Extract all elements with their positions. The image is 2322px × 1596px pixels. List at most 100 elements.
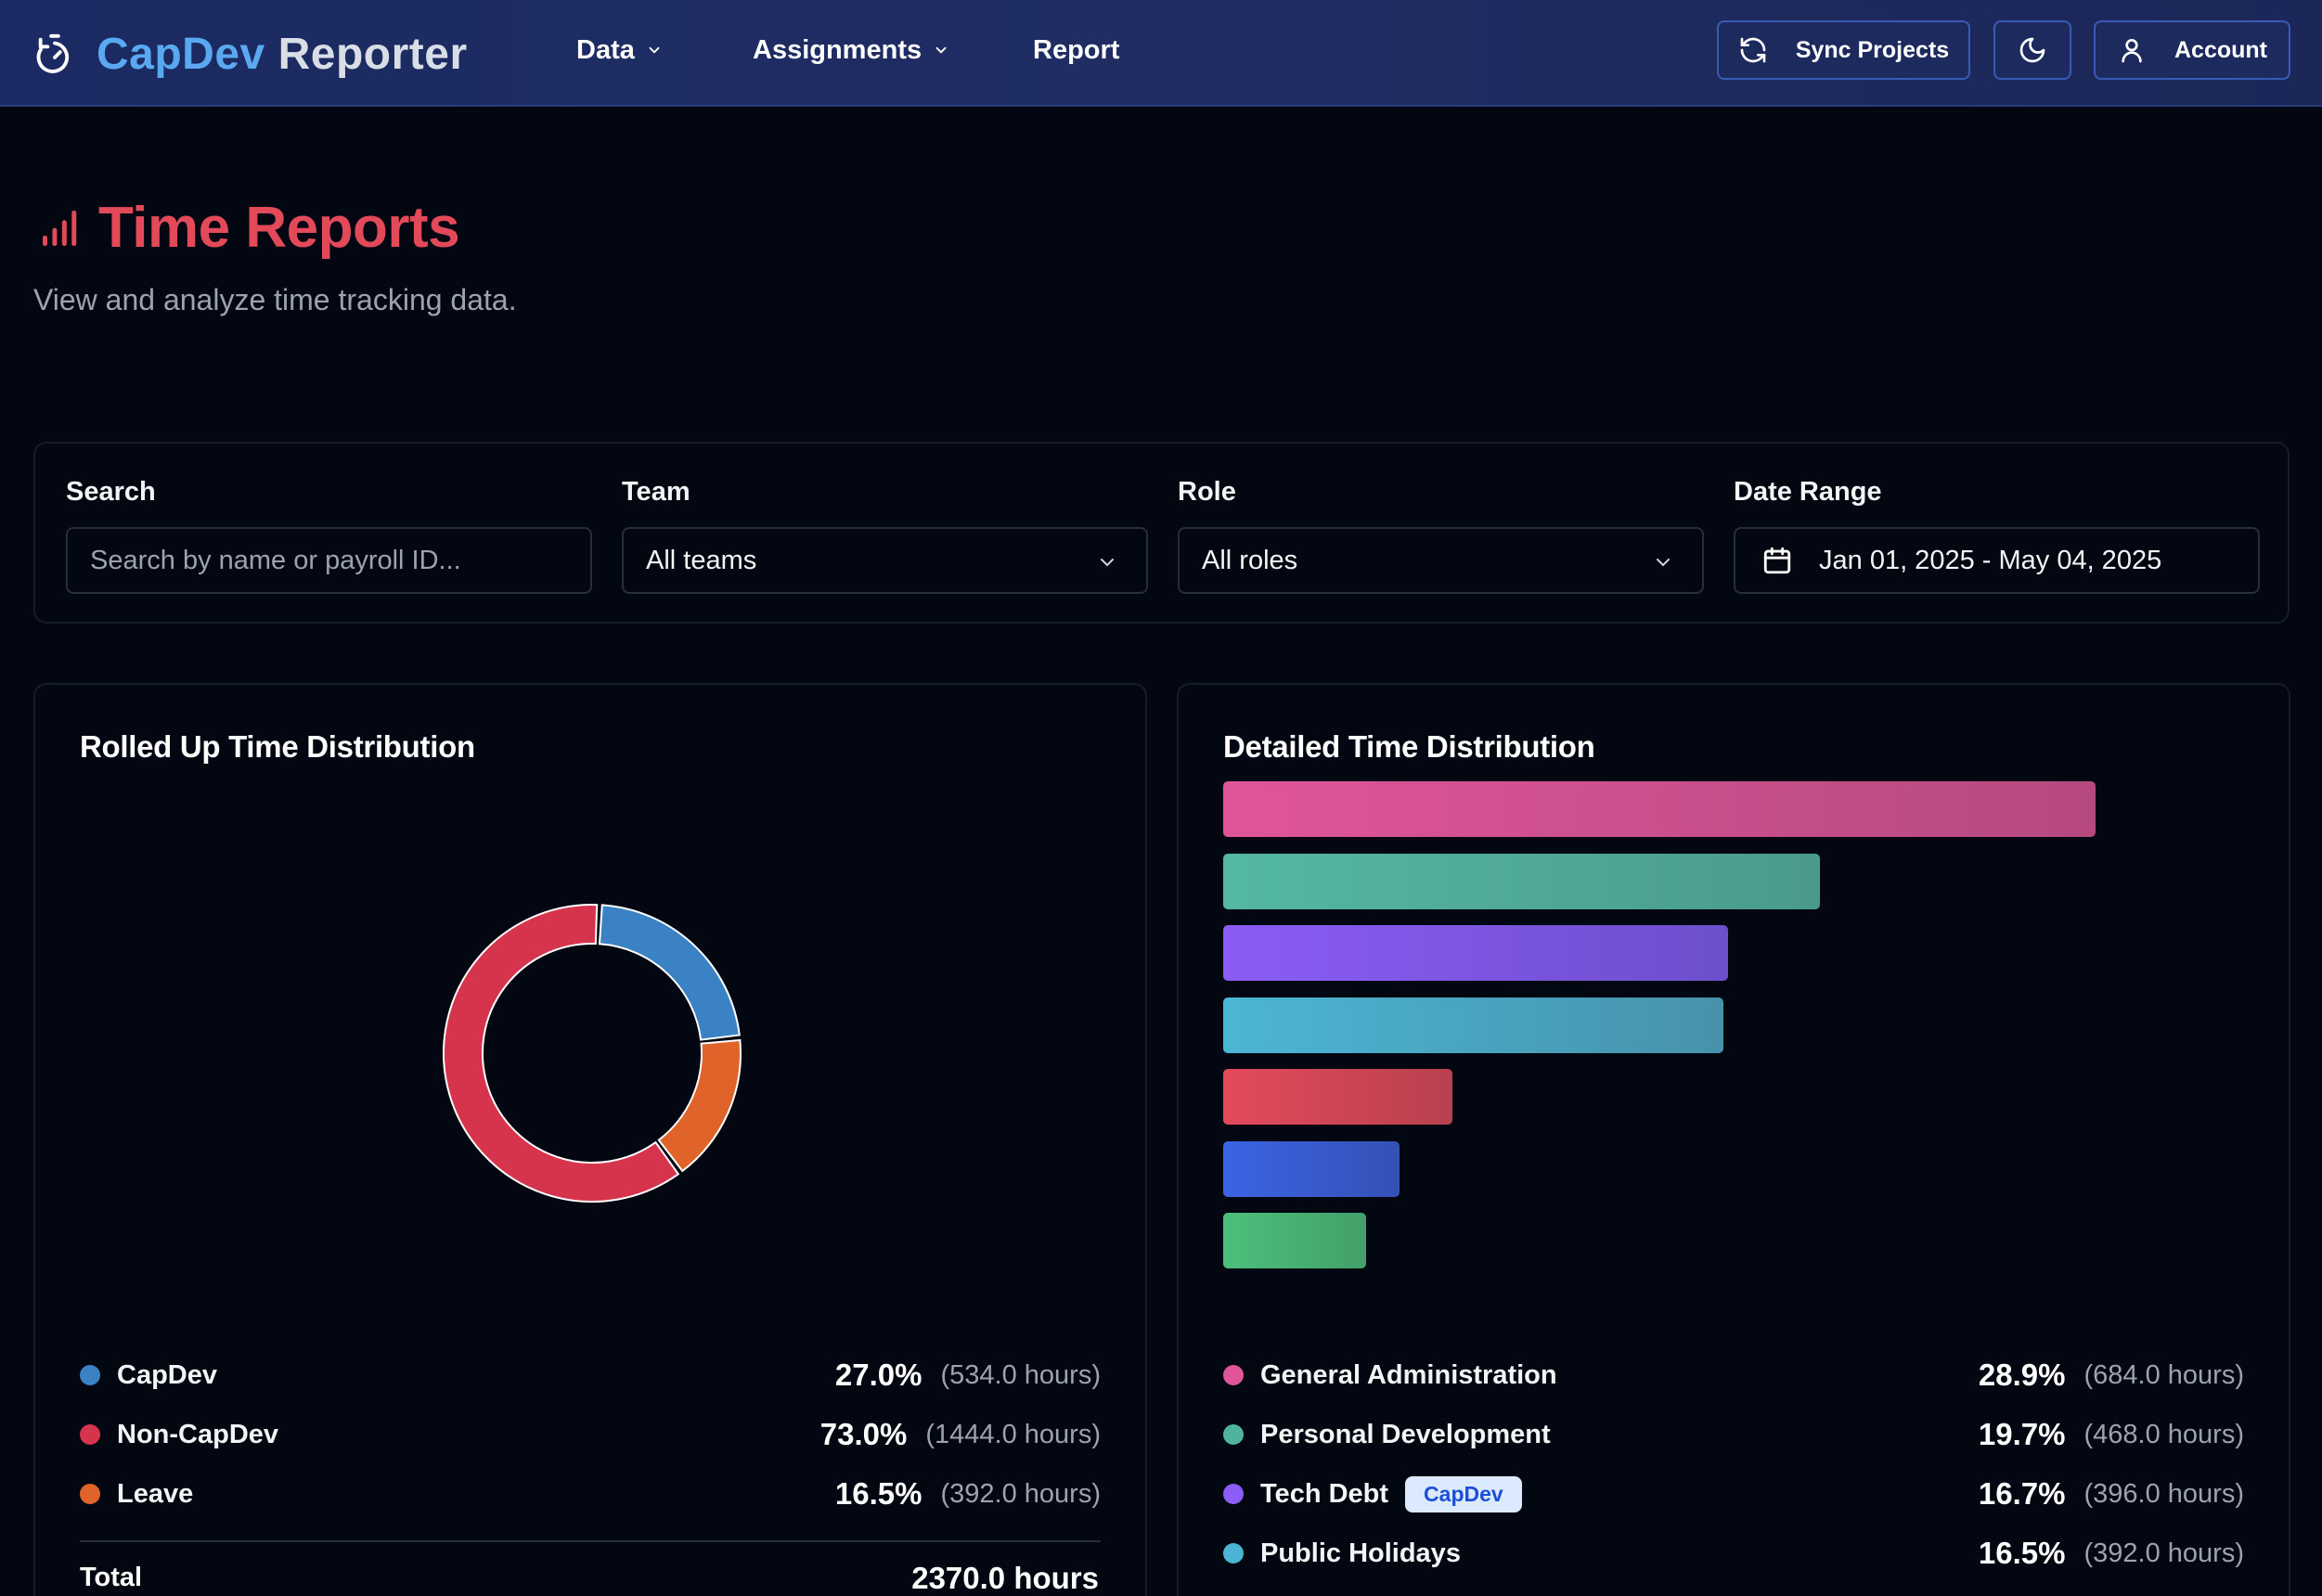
legend-hours: (392.0 hours) bbox=[940, 1478, 1102, 1509]
total-divider bbox=[80, 1540, 1101, 1542]
legend-name: Personal Development bbox=[1260, 1419, 1551, 1449]
legend-name: Tech Debt bbox=[1260, 1478, 1389, 1509]
legend-pct: 19.7% bbox=[1978, 1417, 2066, 1451]
total-label: Total bbox=[80, 1563, 143, 1592]
team-select-value: All teams bbox=[646, 545, 757, 575]
legend-pct: 16.5% bbox=[834, 1476, 922, 1511]
legend-row-leave: Leave 16.5% (392.0 hours) bbox=[80, 1474, 1101, 1514]
role-select[interactable]: All roles bbox=[1178, 527, 1704, 594]
search-input[interactable]: Search by name or payroll ID... bbox=[66, 527, 592, 594]
legend-pct: 16.7% bbox=[1978, 1476, 2066, 1511]
legend-value: 73.0% (1444.0 hours) bbox=[820, 1414, 1101, 1455]
legend-pct: 28.9% bbox=[1978, 1358, 2066, 1392]
chevron-down-icon bbox=[1657, 559, 1670, 567]
nav-report-link[interactable]: Report bbox=[1033, 32, 1119, 69]
legend-value: 28.9% (684.0 hours) bbox=[1979, 1355, 2244, 1396]
legend-value: 16.5% (392.0 hours) bbox=[835, 1474, 1101, 1514]
nav-assignments-label: Assignments bbox=[753, 34, 922, 65]
capdev-badge: CapDev bbox=[1405, 1475, 1522, 1512]
top-navbar: CapDev Reporter Data Assignments Report … bbox=[0, 0, 2322, 107]
brand-logo[interactable]: CapDev Reporter bbox=[33, 26, 468, 82]
bar-chart-icon bbox=[43, 210, 77, 246]
brand-name-rep: Reporter bbox=[277, 29, 468, 79]
legend-name: CapDev bbox=[117, 1359, 217, 1390]
legend-hours: (684.0 hours) bbox=[2083, 1359, 2245, 1390]
legend-value: 16.7% (396.0 hours) bbox=[1979, 1474, 2244, 1514]
rolled-up-donut-chart bbox=[443, 904, 742, 1203]
legend-value: 27.0% (534.0 hours) bbox=[835, 1355, 1101, 1396]
legend-row-personal-development: Personal Development 19.7% (468.0 hours) bbox=[1223, 1414, 2244, 1455]
legend-dot bbox=[80, 1484, 100, 1504]
legend-hours: (1444.0 hours) bbox=[925, 1419, 1101, 1449]
legend-dot bbox=[80, 1365, 100, 1385]
rolled-up-title: Rolled Up Time Distribution bbox=[80, 729, 475, 764]
legend-pct: 73.0% bbox=[819, 1417, 908, 1451]
total-value: 2370.0 hours bbox=[911, 1561, 1099, 1595]
legend-hours: (468.0 hours) bbox=[2083, 1419, 2245, 1449]
sync-projects-button[interactable]: Sync Projects bbox=[1717, 20, 1970, 80]
legend-hours: (392.0 hours) bbox=[2083, 1538, 2245, 1568]
account-label: Account bbox=[2174, 36, 2267, 63]
refresh-icon bbox=[1740, 37, 1766, 63]
user-icon bbox=[2122, 39, 2142, 63]
legend-dot bbox=[1223, 1424, 1244, 1445]
legend-hours: (396.0 hours) bbox=[2083, 1478, 2245, 1509]
page-subtitle: View and analyze time tracking data. bbox=[33, 283, 517, 316]
legend-dot bbox=[80, 1424, 100, 1445]
calendar-icon bbox=[1763, 547, 1791, 574]
legend-row-non-capdev: Non-CapDev 73.0% (1444.0 hours) bbox=[80, 1414, 1101, 1455]
detailed-card: Detailed Time Distribution General Admin… bbox=[1177, 683, 2290, 1596]
team-label: Team bbox=[622, 477, 690, 507]
legend-row-general-administration: General Administration 28.9% (684.0 hour… bbox=[1223, 1355, 2244, 1396]
sync-projects-label: Sync Projects bbox=[1795, 36, 1950, 63]
page-title: Time Reports bbox=[33, 195, 460, 261]
legend-name: Public Holidays bbox=[1260, 1538, 1461, 1568]
detail-bar[interactable] bbox=[1223, 1213, 1366, 1268]
legend-value: 19.7% (468.0 hours) bbox=[1979, 1414, 2244, 1455]
moon-icon bbox=[2019, 37, 2045, 63]
nav-data-label: Data bbox=[576, 34, 635, 65]
detail-bar[interactable] bbox=[1223, 925, 1728, 981]
date-range-value: Jan 01, 2025 - May 04, 2025 bbox=[1819, 545, 2162, 575]
brand-name: CapDev Reporter bbox=[97, 29, 468, 80]
nav-report-label: Report bbox=[1033, 34, 1120, 65]
legend-name: Non-CapDev bbox=[117, 1419, 279, 1449]
legend-dot bbox=[1223, 1543, 1244, 1564]
account-button[interactable]: Account bbox=[2094, 20, 2290, 80]
nav-data-menu[interactable]: Data bbox=[576, 32, 663, 69]
detailed-title: Detailed Time Distribution bbox=[1223, 729, 1595, 764]
search-label: Search bbox=[66, 477, 156, 507]
stopwatch-icon bbox=[36, 33, 70, 73]
legend-dot bbox=[1223, 1365, 1244, 1385]
filters-card: Search Search by name or payroll ID... T… bbox=[33, 442, 2290, 624]
role-select-value: All roles bbox=[1202, 545, 1298, 575]
legend-pct: 27.0% bbox=[834, 1358, 922, 1392]
detail-bar[interactable] bbox=[1223, 997, 1723, 1053]
detail-bar[interactable] bbox=[1223, 853, 1820, 909]
search-placeholder: Search by name or payroll ID... bbox=[90, 545, 461, 575]
team-select[interactable]: All teams bbox=[622, 527, 1148, 594]
date-range-picker[interactable]: Jan 01, 2025 - May 04, 2025 bbox=[1734, 527, 2260, 594]
theme-toggle-button[interactable] bbox=[1993, 20, 2071, 80]
chevron-down-icon bbox=[1101, 559, 1114, 567]
nav-assignments-menu[interactable]: Assignments bbox=[753, 32, 949, 69]
brand-name-cap: CapDev bbox=[97, 29, 265, 79]
page-title-text: Time Reports bbox=[98, 196, 460, 260]
legend-pct: 16.5% bbox=[1978, 1536, 2066, 1570]
legend-value: 16.5% (392.0 hours) bbox=[1979, 1533, 2244, 1574]
role-label: Role bbox=[1178, 477, 1236, 507]
detail-bar[interactable] bbox=[1223, 1140, 1400, 1197]
detail-bar[interactable] bbox=[1223, 1069, 1452, 1125]
chevron-down-icon bbox=[935, 46, 947, 54]
donut-slice-leave[interactable] bbox=[657, 1038, 742, 1173]
rolled-up-card: Rolled Up Time Distribution CapDev 27.0%… bbox=[33, 683, 1147, 1596]
legend-hours: (534.0 hours) bbox=[940, 1359, 1102, 1390]
donut-slice-non-capdev[interactable] bbox=[443, 904, 680, 1203]
donut-slice-capdev[interactable] bbox=[598, 904, 741, 1041]
detail-bar[interactable] bbox=[1223, 781, 2096, 837]
legend-name: Leave bbox=[117, 1478, 194, 1509]
legend-row-public-holidays: Public Holidays 16.5% (392.0 hours) bbox=[1223, 1533, 2244, 1574]
legend-row-capdev: CapDev 27.0% (534.0 hours) bbox=[80, 1355, 1101, 1396]
legend-dot bbox=[1223, 1484, 1244, 1504]
legend-row-tech-debt: Tech Debt CapDev 16.7% (396.0 hours) bbox=[1223, 1474, 2244, 1514]
